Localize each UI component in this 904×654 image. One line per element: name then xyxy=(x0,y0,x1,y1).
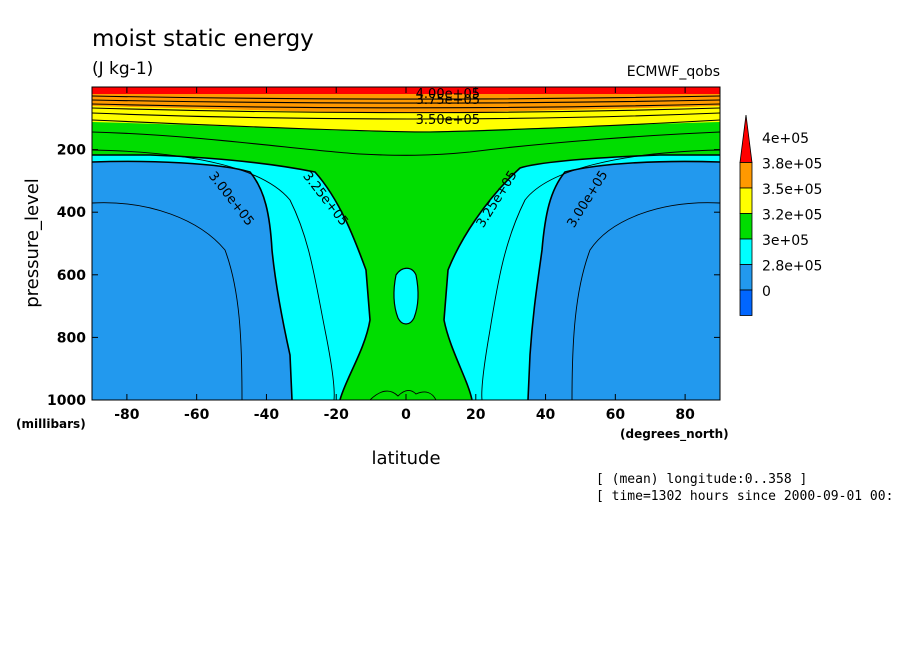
legend-label: 3e+05 xyxy=(762,233,809,249)
legend-label: 4e+05 xyxy=(762,131,809,147)
y-tick-label: 1000 xyxy=(47,393,86,409)
x-tick-label: 80 xyxy=(675,407,695,423)
x-axis-units: (degrees_north) xyxy=(620,427,729,442)
region-2.8e+05-left xyxy=(92,161,292,400)
legend-swatch xyxy=(739,114,753,163)
chart-title: moist static energy xyxy=(92,26,314,52)
legend-swatch xyxy=(739,289,753,316)
legend-label: 3.5e+05 xyxy=(762,182,822,198)
legend-swatch xyxy=(739,162,753,189)
x-tick-label: -60 xyxy=(184,407,210,423)
contour-plot: 4.00e+053.75e+053.50e+053.25e+05 3.25e+05… xyxy=(92,87,720,400)
x-tick-label: 0 xyxy=(401,407,411,423)
colorbar-legend: 4e+05 3.8e+05 3.5e+05 3.2e+05 3e+05 2.8e+05 0 xyxy=(739,114,822,316)
y-tick-label: 200 xyxy=(57,143,86,159)
x-tick-label: 40 xyxy=(536,407,556,423)
region-3e+05-bubble xyxy=(393,267,419,325)
chart-source: ECMWF_qobs xyxy=(627,64,720,80)
legend-swatch xyxy=(739,213,753,240)
legend-label: 3.2e+05 xyxy=(762,208,822,224)
y-axis: 200 400 600 800 1000 xyxy=(47,143,720,409)
legend-swatch xyxy=(739,238,753,265)
contour-label: 4.00e+05 xyxy=(416,87,480,102)
legend-swatch xyxy=(739,264,753,291)
x-tick-label: -80 xyxy=(114,407,140,423)
x-tick-label: 20 xyxy=(466,407,486,423)
contour-label: 3.75e+05 xyxy=(416,93,480,108)
y-tick-label: 600 xyxy=(57,268,86,284)
info-line-longitude: [ (mean) longitude:0..358 ] xyxy=(596,472,807,487)
region-2.8e+05-right xyxy=(528,161,720,400)
legend-swatch xyxy=(739,187,753,214)
contour-lines xyxy=(92,95,720,400)
legend-label: 3.8e+05 xyxy=(762,157,822,173)
y-tick-label: 400 xyxy=(57,205,86,221)
y-axis-units: (millibars) xyxy=(16,417,86,431)
x-axis: -80 -60 -40 -20 0 20 40 60 80 xyxy=(114,87,695,423)
x-tick-label: -40 xyxy=(254,407,280,423)
legend-label: 2.8e+05 xyxy=(762,259,822,275)
chart-units: (J kg-1) xyxy=(92,59,153,79)
x-tick-label: -20 xyxy=(324,407,350,423)
info-line-time: [ time=1302 hours since 2000-09-01 00: xyxy=(596,489,893,504)
contour-label: 3.50e+05 xyxy=(416,113,480,128)
y-tick-label: 800 xyxy=(57,330,86,346)
x-axis-title: latitude xyxy=(371,448,440,469)
x-tick-label: 60 xyxy=(606,407,626,423)
y-axis-title: pressure_level xyxy=(22,178,43,308)
legend-label: 0 xyxy=(762,284,771,300)
